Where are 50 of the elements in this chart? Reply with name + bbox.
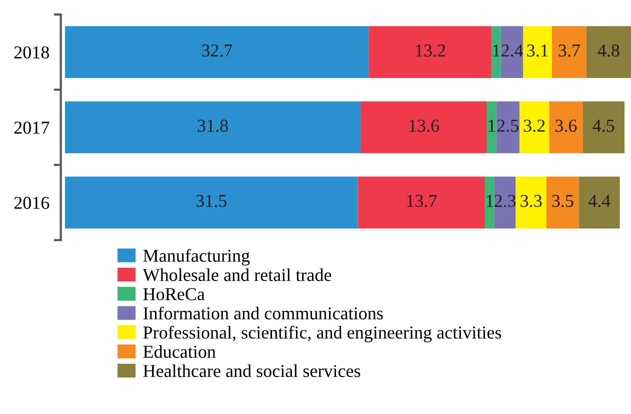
bar [64, 101, 361, 154]
y-tick-label: 2016 [14, 196, 50, 209]
bar [492, 26, 501, 78]
bar [368, 26, 492, 78]
data-label: 3.2 [524, 120, 545, 132]
bar [523, 26, 552, 78]
bar [485, 176, 494, 228]
bar [500, 26, 524, 78]
legend-label: HoReCa [143, 288, 205, 300]
data-label: 4.8 [598, 44, 620, 57]
bar [496, 101, 520, 154]
data-label: 3.3 [520, 194, 542, 208]
y-tick-label: 2018 [14, 46, 50, 59]
data-label: 13.2 [416, 44, 446, 57]
legend-label: Healthcare and social services [143, 364, 360, 378]
bar [519, 101, 550, 154]
bar [582, 101, 624, 154]
data-label: 3.1 [527, 44, 548, 57]
bar [516, 176, 546, 228]
data-label: 3.6 [556, 120, 577, 132]
data-label: 1 [486, 194, 494, 207]
data-label: 3.7 [558, 44, 580, 57]
bar [360, 101, 487, 154]
bar [546, 176, 579, 228]
legend-label: Manufacturing [143, 248, 250, 266]
data-label: 2.5 [497, 120, 518, 132]
data-label: 1 [493, 44, 500, 56]
data-label: 3.5 [552, 194, 574, 208]
bar [549, 101, 583, 154]
data-label: 31.5 [196, 194, 226, 208]
data-label: 13.6 [410, 120, 440, 132]
y-tick-label: 2017 [14, 122, 50, 134]
data-label: 32.7 [202, 44, 232, 57]
bar [358, 176, 486, 228]
bar [64, 26, 369, 78]
bar [552, 26, 586, 78]
data-label: 31.8 [198, 120, 228, 132]
legend-label: Wholesale and retail trade [142, 268, 332, 282]
data-label: 2.4 [502, 44, 524, 57]
bar [578, 176, 620, 228]
legend-label: Professional, scientific, and engineering activities [143, 326, 502, 342]
legend-label: Information and communications [143, 306, 383, 320]
legend-label: Education [143, 345, 216, 358]
data-label: 4.5 [592, 120, 614, 132]
bar [64, 176, 358, 228]
data-label: 4.4 [588, 194, 610, 208]
data-label: 1 [488, 120, 496, 132]
bar [486, 101, 496, 154]
bar [586, 26, 631, 78]
data-label: 13.7 [407, 194, 437, 208]
